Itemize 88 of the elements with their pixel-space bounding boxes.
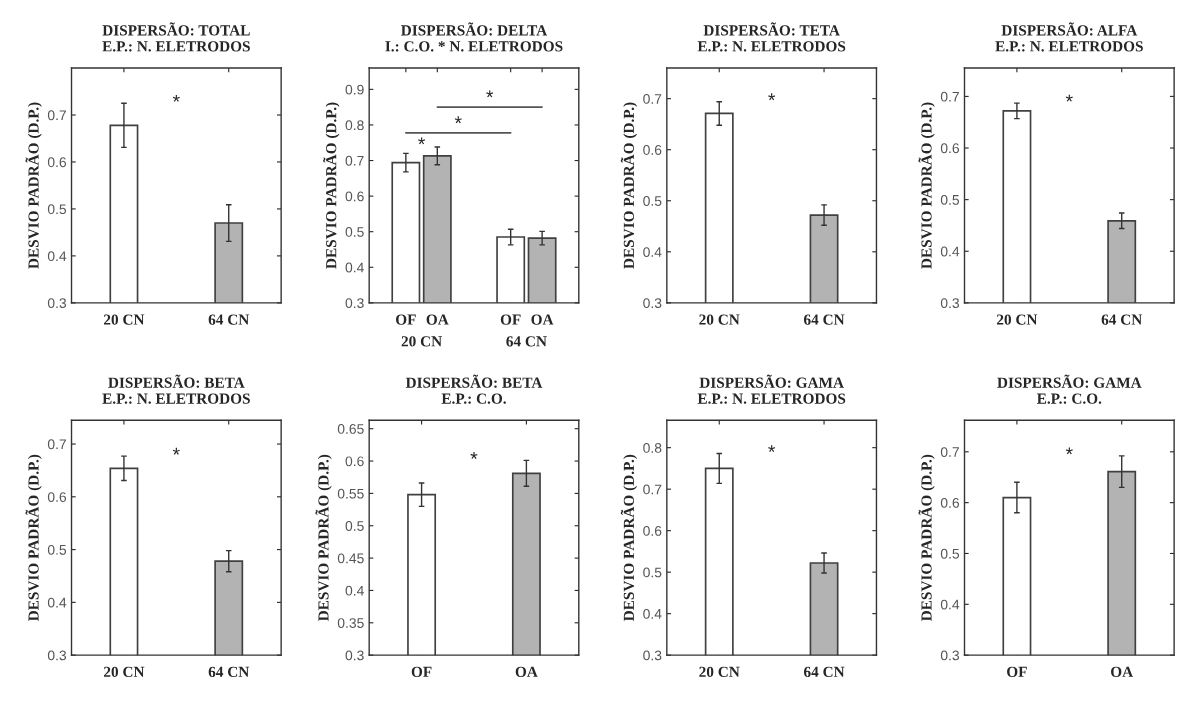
annotation: * — [470, 452, 478, 459]
y-tick-label: 0.35 — [337, 618, 364, 628]
y-tick-label: 0.5 — [345, 521, 364, 531]
y-tick-label: 0.7 — [47, 110, 66, 121]
chart-title: DISPERSÃO: ALFA E.P.: N. ELETRODOS — [995, 22, 1143, 52]
x-tick-label: 20 CN — [699, 666, 740, 677]
y-tick-label: 0.7 — [940, 447, 959, 457]
x-tick-label: 20 CN — [103, 666, 145, 677]
y-tick-label: 0.7 — [47, 439, 66, 450]
annotation: * — [172, 94, 180, 102]
y-tick-label: 0.6 — [643, 145, 662, 155]
y-axis-title: DESVIO PADRÃO (D.P.) — [25, 454, 42, 622]
annotation: * — [1065, 447, 1073, 455]
y-tick-label: 0.3 — [643, 298, 662, 309]
y-tick-label: 0.7 — [643, 93, 662, 104]
y-axis-title: DESVIO PADRÃO (D.P.) — [620, 102, 638, 269]
annotation: * — [1065, 94, 1073, 102]
y-tick-label: 0.3 — [940, 650, 960, 661]
x-tick-label: OA — [515, 666, 538, 677]
x-tick-label: OF — [1007, 666, 1027, 677]
annotation: * — [418, 137, 426, 145]
y-tick-label: 0.3 — [345, 298, 364, 309]
y-tick-label: 0.3 — [345, 650, 364, 661]
y-axis-title: DESVIO PADRÃO (D.P.) — [323, 102, 340, 269]
y-tick-label: 0.6 — [940, 497, 960, 508]
x-tick-label: 20 CN — [699, 314, 740, 325]
x-tick-label: 20 CN — [996, 314, 1038, 325]
x-tick-label: OF — [411, 666, 432, 677]
y-tick-label: 0.3 — [940, 298, 960, 309]
y-tick-label: 0.4 — [345, 262, 364, 273]
annotation: * — [454, 116, 462, 124]
y-tick-label: 0.65 — [337, 424, 364, 434]
y-tick-label: 0.3 — [47, 298, 67, 309]
y-tick-label: 0.55 — [337, 488, 364, 499]
annotation: * — [486, 90, 494, 98]
x-tick-label: 20 CN — [103, 314, 145, 325]
y-tick-label: 0.6 — [345, 456, 364, 467]
x-tick-label: 64 CN — [1101, 314, 1143, 325]
y-tick-label: 0.4 — [643, 608, 662, 619]
x-tick-label: 20 CN — [401, 336, 442, 347]
y-tick-label: 0.4 — [940, 599, 960, 610]
y-tick-label: 0.3 — [47, 650, 67, 661]
chart-title: DISPERSÃO: TOTAL E.P.: N. ELETRODOS — [102, 22, 250, 52]
y-axis-title: DESVIO PADRÃO (D.P.) — [315, 454, 332, 622]
y-tick-label: 0.4 — [47, 597, 67, 608]
annotation: * — [768, 93, 776, 101]
y-tick-label: 0.6 — [47, 492, 67, 502]
y-tick-label: 0.5 — [940, 194, 960, 205]
y-tick-label: 0.6 — [47, 157, 67, 168]
y-axis-title: DESVIO PADRÃO (D.P.) — [918, 102, 935, 269]
chart-title: DISPERSÃO: BETA E.P.: C.O. — [405, 374, 543, 404]
y-tick-label: 0.5 — [47, 204, 67, 215]
y-tick-label: 0.4 — [940, 246, 960, 257]
y-tick-label: 0.5 — [47, 544, 67, 555]
x-tick-label: 64 CN — [804, 314, 845, 325]
y-tick-label: 0.5 — [643, 567, 662, 578]
y-tick-label: 0.5 — [940, 548, 960, 559]
y-axis-title: DESVIO PADRÃO (D.P.) — [918, 454, 935, 622]
x-tick-label: 64 CN — [208, 314, 250, 325]
x-tick-label: 64 CN — [506, 336, 547, 347]
chart-title: DISPERSÃO: TETA E.P.: N. ELETRODOS — [697, 22, 846, 52]
annotation: * — [768, 445, 776, 452]
x-tick-label: 64 CN — [804, 666, 845, 677]
y-tick-label: 0.8 — [345, 120, 364, 131]
annotation: * — [172, 447, 180, 455]
y-tick-label: 0.4 — [345, 585, 364, 596]
y-tick-label: 0.8 — [643, 443, 662, 453]
y-tick-label: 0.7 — [345, 155, 364, 166]
y-tick-label: 0.45 — [337, 553, 364, 564]
y-tick-label: 0.9 — [345, 84, 364, 95]
chart-title: DISPERSÃO: BETA E.P.: N. ELETRODOS — [102, 374, 250, 404]
chart-title: DISPERSÃO: DELTA I.: C.O. * N. ELETRODOS — [385, 22, 563, 52]
y-axis-title: DESVIO PADRÃO (D.P.) — [25, 102, 42, 269]
y-tick-label: 0.7 — [643, 484, 662, 495]
y-tick-label: 0.5 — [643, 196, 662, 206]
y-tick-label: 0.4 — [47, 251, 67, 262]
y-axis-title: DESVIO PADRÃO (D.P.) — [620, 454, 638, 622]
y-tick-label: 0.3 — [643, 650, 662, 661]
y-tick-label: 0.6 — [345, 191, 364, 202]
y-tick-label: 0.7 — [940, 91, 959, 102]
x-tick-label: 64 CN — [208, 666, 250, 677]
chart-title: DISPERSÃO: GAMA E.P.: N. ELETRODOS — [697, 374, 846, 404]
y-tick-label: 0.6 — [643, 526, 662, 536]
y-tick-label: 0.5 — [345, 227, 364, 237]
chart-title: DISPERSÃO: GAMA E.P.: C.O. — [997, 374, 1142, 404]
y-tick-label: 0.6 — [940, 143, 960, 154]
x-tick-label: OA — [1111, 666, 1134, 677]
y-tick-label: 0.4 — [643, 247, 662, 257]
